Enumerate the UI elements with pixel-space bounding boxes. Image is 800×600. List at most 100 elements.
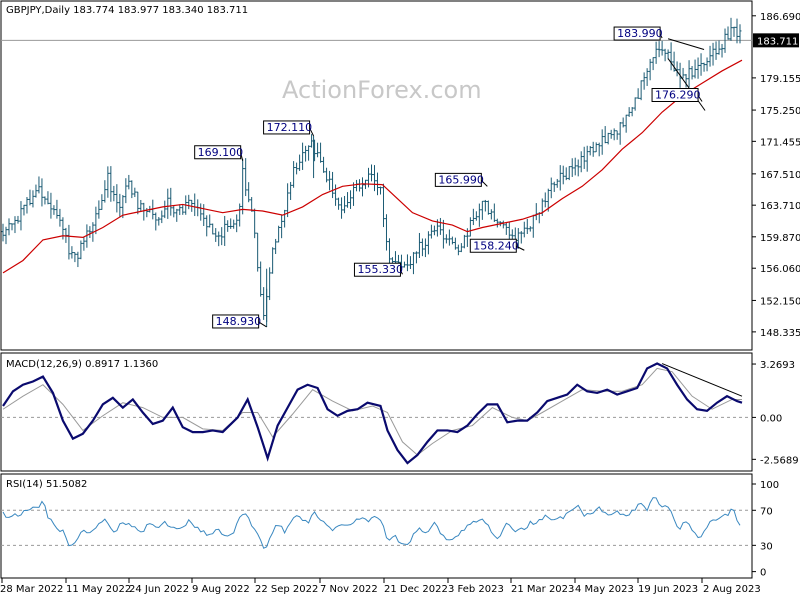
ohlc-bar bbox=[157, 217, 161, 226]
ohlc-bar bbox=[471, 208, 475, 226]
price-panel bbox=[0, 0, 753, 351]
ohlc-bar bbox=[630, 107, 634, 117]
ohlc-bar bbox=[414, 251, 418, 264]
ohlc-bar bbox=[124, 178, 128, 204]
ohlc-bar bbox=[361, 177, 365, 197]
ohlc-bar bbox=[349, 190, 353, 209]
ohlc-bar bbox=[244, 158, 248, 197]
ohlc-bar bbox=[738, 24, 742, 44]
macd-signal-line bbox=[2, 367, 742, 456]
ohlc-bar bbox=[654, 41, 658, 64]
annotation-box bbox=[194, 145, 242, 160]
annotation-label: 148.930 bbox=[216, 315, 262, 328]
ohlc-bar bbox=[205, 215, 209, 237]
ohlc-bar bbox=[346, 192, 350, 208]
ohlc-bar bbox=[79, 240, 83, 260]
ohlc-bar bbox=[636, 88, 640, 99]
ohlc-bar bbox=[13, 216, 17, 234]
price-annotation: 158.240 bbox=[469, 238, 525, 253]
ohlc-bar bbox=[337, 197, 341, 210]
ohlc-bar bbox=[10, 223, 14, 231]
ohlc-bar bbox=[522, 221, 526, 238]
ohlc-bar bbox=[426, 231, 430, 255]
x-tick-label-first: 28 Mar 2022 bbox=[0, 584, 63, 595]
ohlc-bar bbox=[241, 158, 245, 215]
ohlc-bar bbox=[154, 212, 158, 231]
x-tick-label: 9 Aug 2022 bbox=[192, 584, 250, 595]
ohlc-bar bbox=[579, 151, 583, 173]
ohlc-bar bbox=[399, 254, 403, 272]
ohlc-bar bbox=[370, 164, 374, 182]
ohlc-bar bbox=[429, 224, 433, 239]
ohlc-bar bbox=[262, 287, 266, 320]
ohlc-bar bbox=[121, 195, 125, 219]
price-annotation: 183.990 bbox=[613, 26, 663, 41]
ohlc-bar bbox=[621, 117, 625, 128]
current-price-label: 183.711 bbox=[757, 36, 798, 47]
ohlc-bar bbox=[609, 129, 613, 139]
ohlc-bar bbox=[588, 145, 592, 156]
ohlc-bar bbox=[220, 227, 224, 246]
ohlc-bar bbox=[462, 234, 466, 249]
ohlc-bar bbox=[441, 219, 445, 249]
rsi-tick-label: 100 bbox=[760, 480, 779, 491]
ohlc-bar bbox=[277, 225, 281, 243]
ohlc-bar bbox=[256, 232, 260, 272]
ohlc-bar bbox=[690, 65, 694, 80]
ohlc-bar bbox=[181, 204, 185, 215]
ohlc-bar bbox=[283, 209, 287, 228]
watermark: ActionForex.com bbox=[282, 76, 482, 104]
ohlc-bar bbox=[486, 200, 490, 215]
rsi-layer bbox=[1, 497, 752, 549]
x-tick-label: 21 Mar 2023 bbox=[511, 584, 574, 595]
ohlc-bar bbox=[555, 178, 559, 188]
annotation-leader bbox=[697, 95, 703, 102]
ohlc-bar bbox=[525, 218, 529, 234]
ohlc-bar bbox=[732, 26, 736, 37]
ohlc-bar bbox=[226, 220, 230, 232]
ohlc-bar bbox=[247, 182, 251, 203]
ohlc-bar bbox=[633, 97, 637, 111]
x-tick-label: 7 Nov 2022 bbox=[320, 584, 378, 595]
ohlc-bar bbox=[564, 167, 568, 181]
price-tick-label: 186.690 bbox=[760, 12, 800, 23]
annotation-box bbox=[263, 120, 311, 135]
ohlc-bar bbox=[4, 226, 8, 245]
ohlc-bar bbox=[456, 244, 460, 256]
ohlc-bar bbox=[67, 224, 71, 260]
ohlc-bar bbox=[253, 208, 257, 239]
ohlc-bar bbox=[310, 134, 314, 148]
ohlc-bar bbox=[432, 225, 436, 236]
ohlc-bar bbox=[295, 162, 299, 175]
ohlc-bar bbox=[7, 218, 11, 236]
ohlc-bar bbox=[31, 190, 35, 208]
rsi-panel bbox=[0, 473, 753, 579]
trendline bbox=[667, 58, 706, 111]
macd-tick-label: -2.5689 bbox=[760, 455, 799, 466]
ohlc-bar bbox=[714, 41, 718, 60]
annotation-box bbox=[651, 88, 699, 103]
price-annotation: 169.100 bbox=[194, 145, 243, 161]
price-tick-label: 156.060 bbox=[760, 264, 800, 275]
ohlc-bar bbox=[214, 228, 218, 242]
ohlc-bar bbox=[597, 142, 601, 157]
ohlc-bar bbox=[684, 74, 688, 88]
ohlc-bar bbox=[603, 126, 607, 144]
ohlc-bar bbox=[594, 142, 598, 153]
ohlc-bar bbox=[175, 208, 179, 222]
ohlc-bar bbox=[372, 165, 376, 192]
ohlc-bar bbox=[720, 43, 724, 58]
ohlc-bar bbox=[492, 203, 496, 222]
ohlc-bar bbox=[450, 236, 454, 245]
ohlc-bar bbox=[558, 165, 562, 191]
ohlc-bar bbox=[133, 187, 137, 198]
ohlc-bar bbox=[229, 218, 233, 229]
ohlc-bar bbox=[82, 237, 86, 251]
ohlc-bar bbox=[474, 211, 478, 221]
price-annotation: 148.930 bbox=[212, 314, 267, 329]
ohlc-bar bbox=[307, 145, 311, 161]
ohlc-bar bbox=[459, 243, 463, 253]
ohlc-bar bbox=[477, 203, 481, 227]
x-tick-label: 21 Dec 2022 bbox=[384, 584, 448, 595]
ohlc-bar bbox=[52, 205, 56, 215]
